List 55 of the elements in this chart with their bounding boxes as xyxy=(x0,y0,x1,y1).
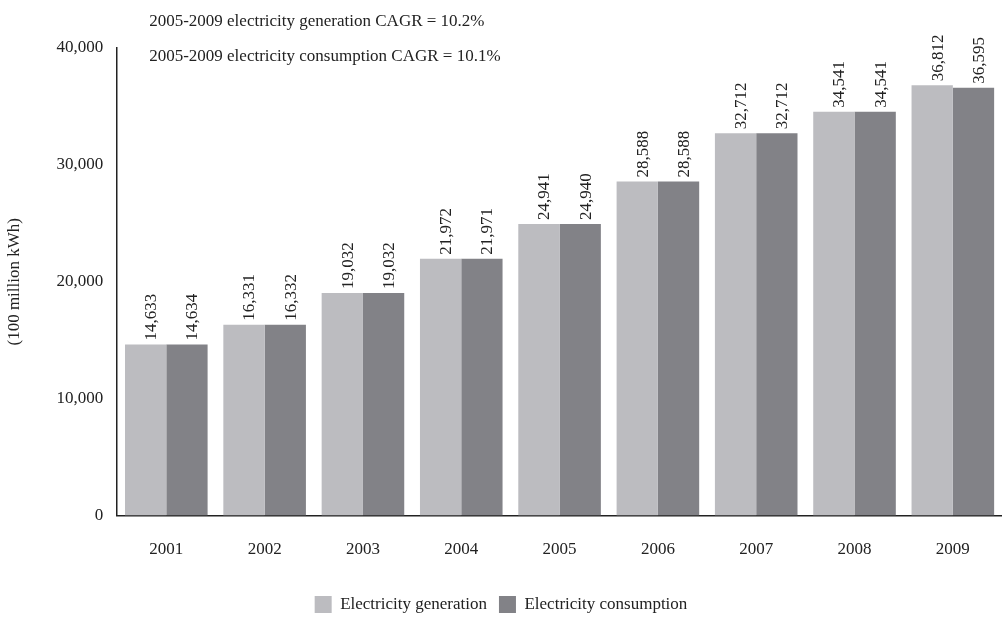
data-label: 34,541 xyxy=(829,61,849,108)
bar xyxy=(461,258,503,516)
data-label: 28,588 xyxy=(674,130,694,178)
data-label: 16,332 xyxy=(280,273,300,321)
x-tick-label: 2003 xyxy=(345,539,380,559)
data-label: 21,972 xyxy=(436,208,456,255)
data-label: 24,941 xyxy=(534,173,554,221)
data-label: 19,032 xyxy=(379,242,399,290)
data-label: 32,712 xyxy=(772,82,792,130)
y-axis-title: (100 million kWh) xyxy=(3,218,23,346)
x-tick-label: 2005 xyxy=(542,539,577,559)
bar xyxy=(559,224,601,516)
data-label: 14,634 xyxy=(182,293,202,341)
y-tick-label: 40,000 xyxy=(56,37,104,57)
y-tick-label: 0 xyxy=(94,505,104,525)
data-label: 19,032 xyxy=(337,242,357,290)
y-tick-label: 10,000 xyxy=(56,388,104,408)
x-tick-label: 2006 xyxy=(640,539,675,559)
x-tick-label: 2008 xyxy=(837,539,872,559)
bar xyxy=(321,293,363,516)
bar xyxy=(911,85,953,516)
x-tick-label: 2004 xyxy=(444,539,479,559)
bar xyxy=(166,344,208,516)
bar xyxy=(854,111,896,516)
data-label: 24,940 xyxy=(575,173,595,221)
data-label: 36,812 xyxy=(927,34,947,82)
data-label: 21,971 xyxy=(477,208,497,255)
legend-label: Electricity consumption xyxy=(524,593,688,613)
bar xyxy=(714,133,757,516)
bar xyxy=(756,133,798,516)
bar xyxy=(362,293,405,516)
data-label: 14,633 xyxy=(141,293,161,341)
legend-label: Electricity generation xyxy=(340,593,488,613)
bar xyxy=(813,111,855,516)
x-tick-label: 2002 xyxy=(247,539,282,559)
data-label: 34,541 xyxy=(870,61,890,108)
data-label: 28,588 xyxy=(632,130,652,178)
bar xyxy=(223,324,265,516)
bar xyxy=(616,181,658,516)
data-label: 32,712 xyxy=(731,82,751,130)
data-label: 16,331 xyxy=(239,273,259,321)
y-tick-label: 30,000 xyxy=(56,154,104,174)
bar xyxy=(125,344,167,516)
bar xyxy=(264,324,306,516)
y-tick-label: 20,000 xyxy=(56,271,104,291)
bar xyxy=(518,224,560,516)
bar xyxy=(419,258,462,516)
bar xyxy=(657,181,700,516)
x-tick-label: 2007 xyxy=(739,539,774,559)
x-tick-label: 2001 xyxy=(149,539,184,559)
bar xyxy=(952,87,995,516)
text: 2005-2009 electricity generation CAGR = 10.2% xyxy=(149,11,485,31)
x-tick-label: 2009 xyxy=(935,539,970,559)
annotation: 2005-2009 electricity consumption CAGR = 10.1% xyxy=(149,46,501,66)
data-label: 36,595 xyxy=(968,37,988,84)
